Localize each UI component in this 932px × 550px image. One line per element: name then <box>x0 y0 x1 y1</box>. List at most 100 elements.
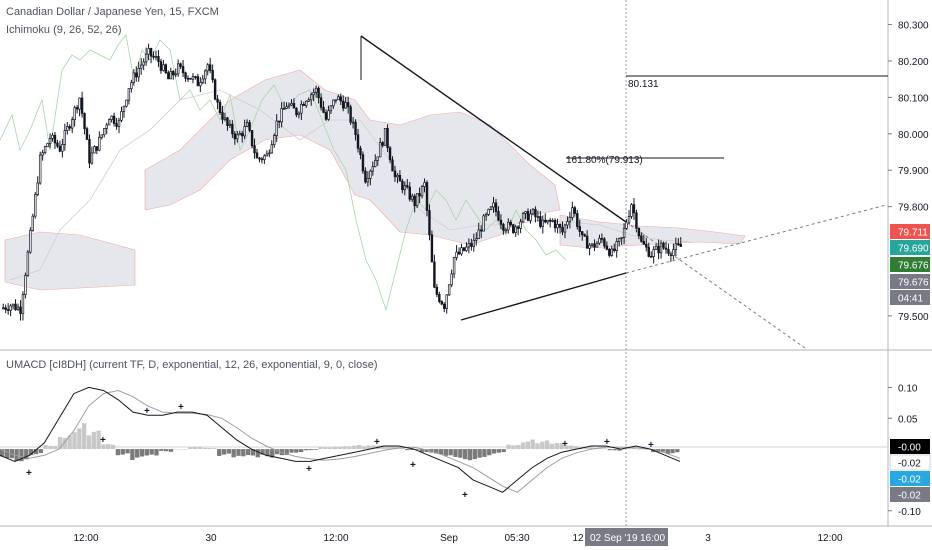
candle-body <box>566 221 569 226</box>
candle-body <box>408 186 411 200</box>
macd-histogram-bar <box>144 449 150 456</box>
macd-histogram-bar <box>255 449 260 458</box>
macd-histogram-bar <box>617 449 622 451</box>
price-axis[interactable]: 80.300 80.200 80.100 80.000 79.900 79.800 79.5… <box>888 21 929 323</box>
candle-body <box>317 87 320 99</box>
ichimoku-legend[interactable]: Ichimoku (9, 26, 52, 26) <box>6 24 122 36</box>
candle-body <box>603 238 606 247</box>
candle-body <box>452 257 456 275</box>
candle-body <box>231 123 234 135</box>
candle-body <box>135 72 138 78</box>
macd-histogram-bar <box>467 449 473 461</box>
macd-histogram-bar <box>636 449 641 450</box>
ichimoku-lagging-line <box>0 34 567 312</box>
macd-histogram-bar <box>163 449 169 452</box>
candle-body <box>359 147 362 156</box>
macd-histogram-bar <box>212 448 217 450</box>
candle-body <box>477 229 480 240</box>
macd-histogram-bar <box>202 447 207 450</box>
candle-body <box>581 231 584 236</box>
macd-histogram-bar <box>115 449 121 456</box>
crosshair-date: 02 Sep '19 <box>590 533 638 544</box>
macd-histogram-bar <box>130 449 135 460</box>
candle-body <box>95 146 99 151</box>
macd-histogram-bar <box>506 444 511 450</box>
candle-body <box>344 102 347 109</box>
candle-body <box>376 156 379 161</box>
candle-body <box>561 226 564 233</box>
candle-body <box>479 229 483 232</box>
candle-body <box>295 107 298 116</box>
candle-body <box>364 170 367 183</box>
macd-histogram-bar <box>77 428 82 450</box>
macd-axis[interactable]: 0.10 0.05 -0.10 <box>888 383 921 518</box>
candle-body <box>223 117 227 120</box>
candle-body <box>551 220 554 222</box>
macd-histogram-bar <box>260 449 265 455</box>
candle-body <box>645 243 648 248</box>
candle-body <box>425 182 429 211</box>
candle-body <box>159 61 163 71</box>
macd-tag <box>890 439 930 454</box>
candle-body <box>467 243 471 248</box>
time-tick-label: 30 <box>205 533 217 544</box>
trendline-upper[interactable] <box>360 35 627 223</box>
candle-body <box>169 71 172 80</box>
macd-histogram-bar <box>607 449 612 451</box>
candle-body <box>125 99 128 107</box>
candle-body <box>369 170 372 179</box>
trendline-upper-extension[interactable] <box>625 221 806 349</box>
time-axis[interactable]: 12:00 30 12:00 Sep 05:30 12 3 12:00 <box>73 533 842 544</box>
macd-histogram-bar <box>602 448 608 450</box>
candle-body <box>273 135 276 146</box>
drawings[interactable]: 80.131 161.80%(79.913) <box>360 35 888 349</box>
macd-histogram-bar <box>462 449 468 460</box>
candle-body <box>297 112 301 116</box>
macd-histogram-bar <box>438 449 444 455</box>
candle-body <box>415 193 419 207</box>
macd-histogram-bar <box>458 449 463 458</box>
candle-body <box>61 144 64 152</box>
macd-histogram-bar <box>197 446 203 450</box>
candle-body <box>509 221 512 226</box>
price-tag <box>890 240 930 255</box>
macd-legend[interactable]: UMACD [cI8DH] (current TF, D, exponentia… <box>6 359 378 371</box>
candle-body <box>649 256 653 258</box>
candle-body <box>472 239 476 247</box>
candle-body <box>475 238 478 241</box>
price-tag-label: 79.676 <box>898 278 929 289</box>
candle-body <box>620 237 623 239</box>
candle-body <box>164 64 168 74</box>
candle-body <box>68 126 71 129</box>
candle-body <box>418 193 421 197</box>
macd-histogram-bar <box>424 449 429 453</box>
fib-extension-label: 161.80%(79.913) <box>566 155 643 166</box>
candle-body <box>176 63 180 75</box>
candle-body <box>342 100 345 109</box>
crosshair-time: 16:00 <box>640 533 665 544</box>
macd-histogram-bar <box>62 437 68 450</box>
macd-histogram-bar <box>434 449 439 454</box>
trendline-lower-extension[interactable] <box>625 204 887 274</box>
macd-histogram-bar <box>675 449 680 453</box>
price-tag <box>890 257 930 272</box>
time-tick-label: Sep <box>440 533 458 544</box>
candle-body <box>142 61 145 66</box>
candle-body <box>455 251 458 258</box>
macd-histogram-bar <box>303 449 309 451</box>
candle-body <box>309 94 313 101</box>
candle-body <box>534 208 537 217</box>
candle-body <box>356 134 360 149</box>
trendline-lower[interactable] <box>460 272 627 321</box>
chart-title[interactable]: Canadian Dollar / Japanese Yen, 15, FXCM <box>6 6 219 18</box>
candle-body <box>433 261 436 288</box>
macd-histogram-bar <box>385 445 391 450</box>
candle-body <box>366 178 370 183</box>
macd-histogram-bar <box>313 449 318 450</box>
price-tag-label: 79.676 <box>898 261 929 272</box>
macd-histogram-bar <box>33 449 39 455</box>
candle-body <box>529 213 532 221</box>
candle-body <box>53 134 57 144</box>
